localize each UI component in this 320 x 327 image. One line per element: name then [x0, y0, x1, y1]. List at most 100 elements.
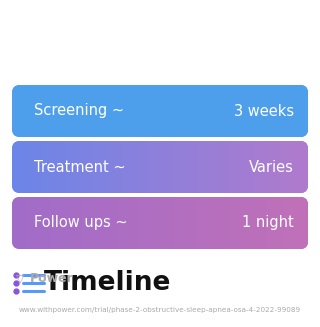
Bar [51, 141, 52, 193]
Bar [91, 197, 93, 249]
Bar [216, 197, 217, 249]
Bar [129, 141, 130, 193]
Bar [52, 141, 53, 193]
Bar [135, 197, 136, 249]
Bar [71, 197, 73, 249]
Bar [114, 85, 116, 137]
Bar [115, 85, 116, 137]
Bar [175, 85, 177, 137]
Bar [288, 197, 290, 249]
Bar [305, 141, 307, 193]
Bar [252, 85, 253, 137]
Bar [307, 197, 308, 249]
Bar [269, 141, 271, 193]
Bar [21, 85, 22, 137]
Bar [100, 85, 101, 137]
Bar [68, 197, 70, 249]
Bar [204, 141, 205, 193]
Bar [258, 85, 259, 137]
Bar [51, 197, 52, 249]
Bar [95, 141, 97, 193]
Bar [147, 141, 148, 193]
Bar [134, 197, 135, 249]
Bar [240, 85, 241, 137]
Bar [200, 197, 202, 249]
Bar [164, 141, 165, 193]
Bar [154, 85, 155, 137]
Bar [180, 197, 182, 249]
Bar [240, 141, 241, 193]
Bar [139, 141, 140, 193]
Bar [81, 141, 83, 193]
Bar [27, 141, 28, 193]
Bar [252, 141, 254, 193]
Bar [46, 141, 47, 193]
Bar [222, 85, 223, 137]
Bar [78, 197, 80, 249]
Bar [85, 85, 87, 137]
Bar [104, 197, 106, 249]
Bar [182, 197, 184, 249]
Bar [275, 197, 277, 249]
Bar [84, 85, 86, 137]
Bar [45, 85, 46, 137]
Bar [60, 85, 62, 137]
Bar [56, 197, 57, 249]
Bar [164, 85, 166, 137]
Bar [151, 85, 152, 137]
Bar [28, 85, 29, 137]
Bar [185, 141, 187, 193]
Bar [179, 197, 181, 249]
Bar [131, 197, 132, 249]
Bar [68, 85, 70, 137]
Bar [41, 85, 42, 137]
Bar [73, 141, 75, 193]
Bar [73, 85, 75, 137]
Bar [148, 197, 149, 249]
Bar [244, 85, 245, 137]
Bar [19, 85, 20, 137]
Bar [140, 141, 141, 193]
Bar [242, 197, 243, 249]
Bar [253, 141, 255, 193]
Bar [248, 85, 249, 137]
Bar [118, 141, 119, 193]
Bar [109, 141, 110, 193]
Bar [167, 85, 169, 137]
Text: Timeline: Timeline [44, 270, 172, 296]
Bar [93, 85, 95, 137]
Bar [42, 197, 43, 249]
Bar [81, 197, 83, 249]
Bar [218, 197, 220, 249]
Bar [105, 141, 107, 193]
Bar [252, 141, 253, 193]
Bar [71, 85, 73, 137]
Bar [16, 85, 18, 137]
Bar [230, 141, 231, 193]
Bar [30, 85, 31, 137]
Bar [207, 197, 209, 249]
Bar [88, 85, 90, 137]
Bar [145, 141, 146, 193]
Bar [294, 85, 296, 137]
Bar [229, 197, 230, 249]
Bar [142, 197, 143, 249]
Bar [124, 197, 125, 249]
Bar [143, 85, 144, 137]
Bar [128, 85, 129, 137]
Bar [18, 197, 20, 249]
Bar [22, 141, 23, 193]
Bar [193, 197, 195, 249]
Bar [230, 85, 231, 137]
Bar [63, 85, 65, 137]
Bar [27, 85, 28, 137]
Bar [90, 85, 92, 137]
Bar [156, 85, 158, 137]
Bar [164, 85, 165, 137]
Bar [93, 197, 95, 249]
Bar [199, 85, 201, 137]
Bar [49, 197, 50, 249]
Bar [307, 141, 308, 193]
Bar [143, 197, 144, 249]
Bar [219, 141, 220, 193]
